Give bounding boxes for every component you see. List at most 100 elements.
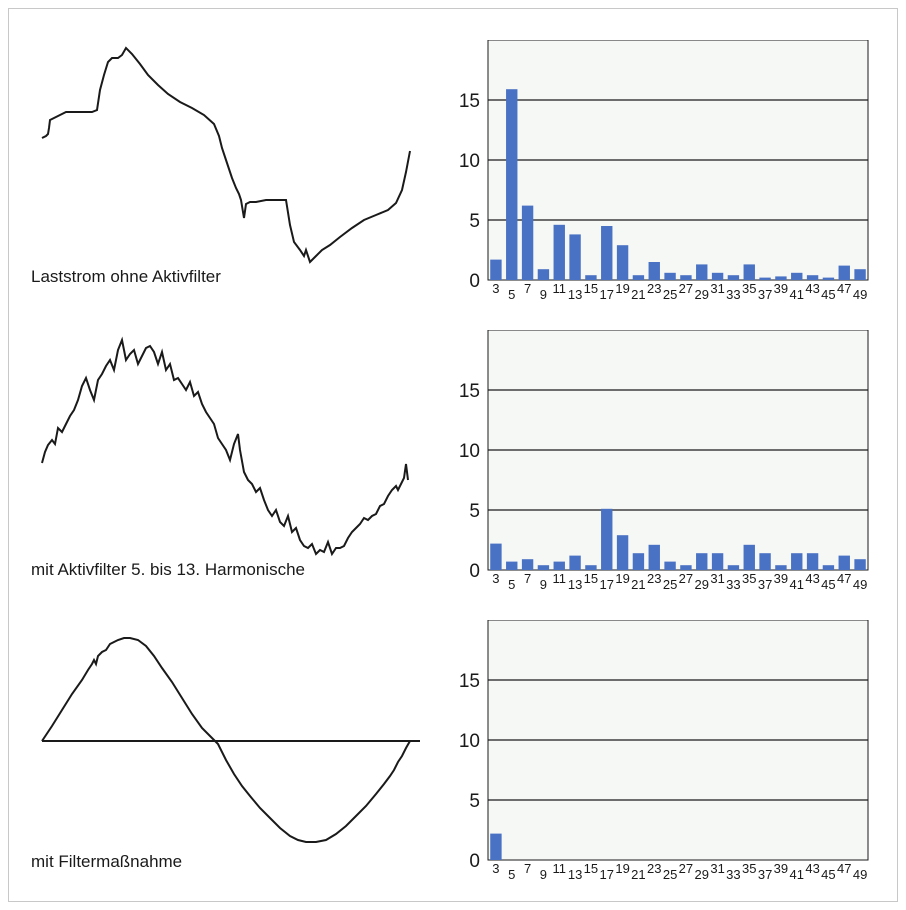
x-tick-label: 31: [710, 281, 724, 296]
y-tick-label: 10: [459, 151, 480, 172]
x-tick-label: 49: [853, 287, 867, 302]
x-tick-label: 5: [508, 867, 515, 882]
x-tick-label: 13: [568, 867, 582, 882]
x-tick-label: 15: [584, 861, 598, 876]
harmonic-bar-11: [553, 224, 565, 280]
harmonic-bar-31: [711, 272, 724, 280]
harmonic-bar-45: [822, 277, 835, 280]
x-tick-label: 39: [774, 571, 788, 586]
harmonic-bar-29: [696, 264, 708, 280]
harmonic-bar-9: [537, 269, 550, 280]
harmonic-bar-5: [506, 561, 518, 570]
x-tick-label: 47: [837, 861, 851, 876]
x-tick-label: 5: [508, 287, 515, 302]
harmonic-bar-13: [569, 234, 581, 280]
harmonic-bar-47: [838, 555, 850, 570]
x-tick-label: 47: [837, 281, 851, 296]
harmonics-chart-1: 0 5 10 15 3 5 7 9 11 13 15 17 19 21 23 25 27 29 31 33 35 37 39…: [440, 40, 880, 330]
harmonic-bar-49: [854, 269, 866, 280]
harmonic-bar-29: [696, 553, 708, 570]
x-tick-label: 45: [821, 287, 835, 302]
harmonic-bar-49: [854, 559, 866, 570]
harmonic-bar-27: [680, 565, 692, 570]
x-tick-label: 31: [710, 861, 724, 876]
x-tick-label: 33: [726, 287, 740, 302]
y-tick-label: 0: [469, 851, 480, 872]
y-tick-label: 10: [459, 441, 480, 462]
harmonic-bar-35: [743, 544, 755, 570]
harmonic-bar-43: [806, 553, 819, 570]
x-tick-label: 35: [742, 571, 756, 586]
x-tick-label: 37: [758, 287, 772, 302]
waveform-panel-1: [0, 20, 440, 300]
harmonic-bar-37: [759, 553, 771, 570]
waveform-caption-2: mit Aktivfilter 5. bis 13. Harmonische: [31, 560, 305, 579]
harmonic-bar-25: [664, 561, 676, 570]
current-waveform-noisy: [41, 336, 409, 557]
x-tick-label: 35: [742, 861, 756, 876]
x-tick-label: 47: [837, 571, 851, 586]
y-tick-label: 10: [459, 731, 480, 752]
waveform-caption-3: mit Filtermaßnahme: [31, 852, 183, 871]
x-tick-label: 45: [821, 577, 835, 592]
x-tick-label: 49: [853, 577, 867, 592]
harmonic-bar-21: [632, 275, 645, 280]
figure-frame: [8, 8, 898, 902]
x-tick-label: 9: [540, 867, 547, 882]
x-tick-label: 49: [853, 867, 867, 882]
harmonic-bar-41: [791, 272, 803, 280]
current-waveform-distorted: [41, 46, 411, 264]
harmonic-bar-5: [506, 89, 518, 280]
x-tick-label: 41: [790, 577, 804, 592]
harmonic-bar-47: [838, 265, 850, 280]
harmonic-bar-11: [553, 561, 565, 570]
x-tick-label: 15: [584, 571, 598, 586]
x-tick-label: 7: [524, 571, 531, 586]
y-tick-label: 0: [469, 271, 480, 292]
x-tick-label: 7: [524, 861, 531, 876]
x-tick-label: 3: [492, 281, 499, 296]
x-tick-label: 23: [647, 861, 661, 876]
harmonic-bar-37: [759, 277, 771, 280]
harmonic-bar-39: [775, 276, 787, 280]
x-tick-label: 21: [631, 577, 645, 592]
x-tick-label: 3: [492, 861, 499, 876]
waveform-caption-1: Laststrom ohne Aktivfilter: [31, 267, 221, 286]
harmonic-bar-33: [727, 275, 740, 280]
x-tick-label: 23: [647, 571, 661, 586]
x-tick-label: 19: [615, 281, 629, 296]
x-tick-label: 21: [631, 867, 645, 882]
x-tick-label: 39: [774, 861, 788, 876]
x-tick-label: 37: [758, 577, 772, 592]
harmonic-bar-23: [648, 262, 660, 280]
y-tick-label: 5: [469, 791, 480, 812]
x-tick-label: 17: [600, 287, 614, 302]
x-tick-label: 43: [805, 281, 819, 296]
x-tick-label: 43: [805, 571, 819, 586]
harmonic-bar-27: [680, 275, 692, 280]
y-tick-label: 5: [469, 211, 480, 232]
x-tick-label: 9: [540, 577, 547, 592]
harmonic-bar-39: [775, 565, 787, 570]
waveform-panel-3: [0, 620, 440, 900]
harmonic-bar-19: [616, 535, 629, 570]
x-tick-label: 17: [600, 577, 614, 592]
x-tick-label: 41: [790, 287, 804, 302]
x-tick-label: 43: [805, 861, 819, 876]
harmonic-bar-19: [616, 245, 629, 280]
x-tick-label: 31: [710, 571, 724, 586]
x-tick-label: 35: [742, 281, 756, 296]
y-tick-label: 15: [459, 671, 480, 692]
x-tick-label: 13: [568, 577, 582, 592]
harmonic-bar-21: [632, 553, 645, 570]
harmonic-bar-13: [569, 555, 581, 570]
x-tick-label: 19: [615, 861, 629, 876]
x-tick-label: 45: [821, 867, 835, 882]
x-tick-label: 33: [726, 577, 740, 592]
harmonic-bar-17: [601, 226, 613, 280]
harmonic-bar-41: [791, 553, 803, 570]
x-tick-label: 19: [615, 571, 629, 586]
x-tick-label: 39: [774, 281, 788, 296]
harmonic-bar-33: [727, 565, 740, 570]
